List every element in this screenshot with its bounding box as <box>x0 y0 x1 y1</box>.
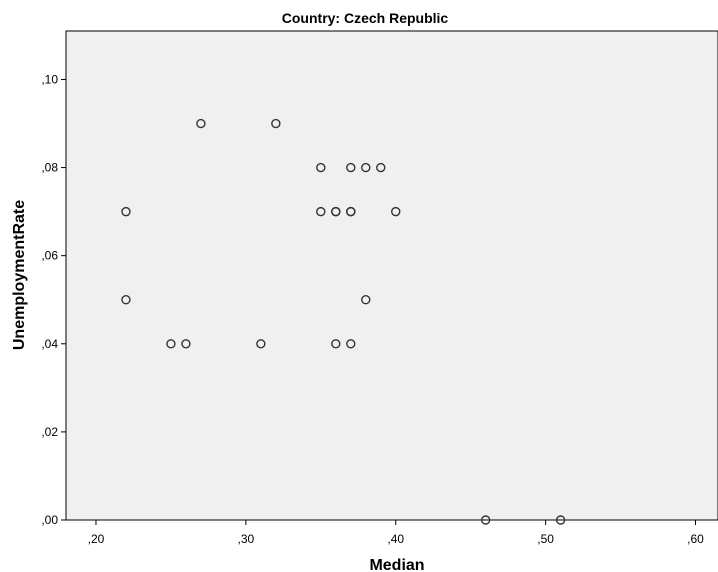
y-tick-label: ,02 <box>41 425 58 439</box>
data-point <box>316 162 326 173</box>
x-tick-label: ,20 <box>88 532 105 546</box>
data-point <box>256 339 266 349</box>
data-point <box>361 162 371 173</box>
y-tick-label: ,08 <box>41 161 58 175</box>
data-point <box>271 118 281 129</box>
data-point <box>480 515 491 525</box>
data-point <box>331 339 341 349</box>
x-tick-label: ,40 <box>387 532 404 546</box>
y-axis: ,00 ,02 ,04 ,06 ,08 ,10 <box>41 72 66 527</box>
data-point <box>361 295 371 305</box>
x-tick-label: ,50 <box>537 532 554 546</box>
x-tick-label: ,60 <box>687 532 704 546</box>
data-point <box>331 206 341 217</box>
data-point <box>196 118 206 129</box>
data-points <box>121 118 566 525</box>
data-point <box>346 339 356 349</box>
data-point <box>555 515 566 525</box>
y-axis-label: UnemploymentRate <box>11 200 28 350</box>
data-point <box>376 162 386 173</box>
x-tick-label: ,30 <box>238 532 255 546</box>
x-axis-label: Median <box>369 557 424 572</box>
y-tick-label: ,04 <box>41 337 58 351</box>
x-axis: ,20 ,30 ,40 ,50 ,60 <box>88 520 704 546</box>
data-point <box>391 206 401 217</box>
data-point <box>346 162 356 173</box>
data-point <box>121 206 131 217</box>
data-point <box>166 339 176 349</box>
data-point <box>181 339 191 349</box>
data-point <box>316 206 326 217</box>
y-tick-label: ,06 <box>41 249 58 263</box>
y-tick-label: ,10 <box>41 72 58 86</box>
y-tick-label: ,00 <box>41 513 58 527</box>
data-point <box>346 206 356 217</box>
chart-title: Country: Czech Republic <box>282 10 449 26</box>
plot-area <box>65 30 718 521</box>
data-point <box>121 295 131 305</box>
